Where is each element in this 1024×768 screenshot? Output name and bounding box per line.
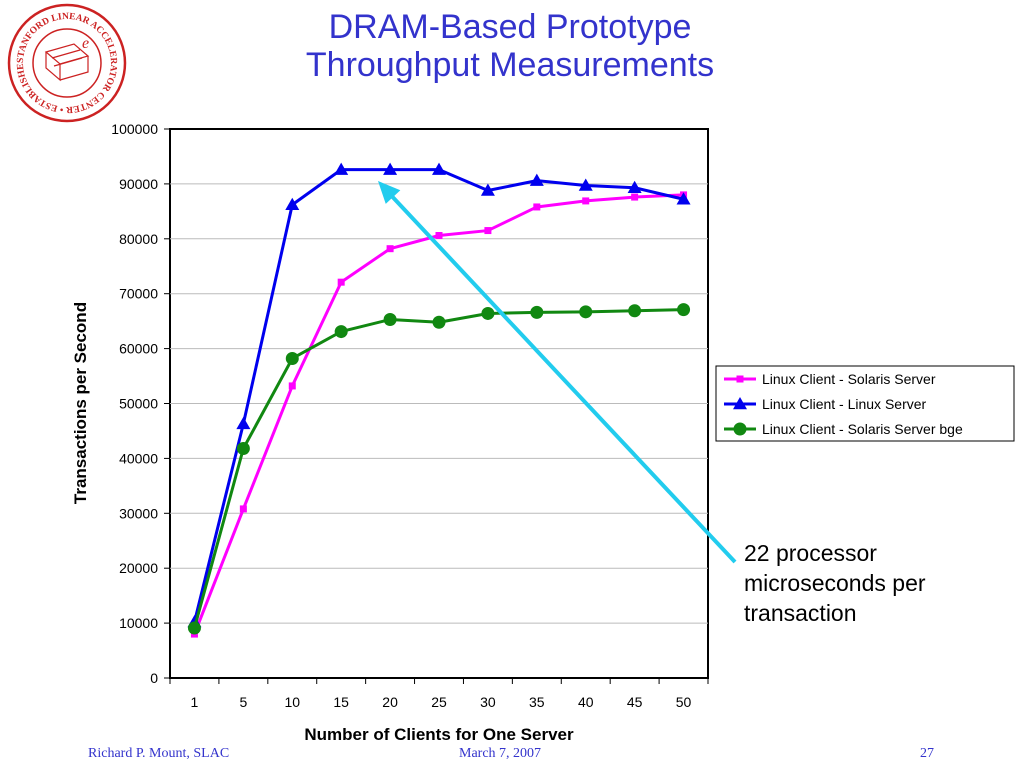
y-tick-label: 20000 [119, 560, 158, 576]
y-tick-label: 50000 [119, 396, 158, 412]
footer-page-number: 27 [920, 746, 934, 761]
x-tick-label: 1 [191, 694, 199, 710]
data-point-circle [579, 305, 593, 319]
data-point-circle [432, 315, 446, 329]
x-tick-label: 5 [239, 694, 247, 710]
x-tick-label: 45 [627, 694, 643, 710]
x-tick-label: 40 [578, 694, 594, 710]
x-tick-label: 15 [333, 694, 349, 710]
data-point-square [337, 278, 345, 286]
data-point-triangle [334, 162, 349, 175]
series-lines [187, 162, 691, 638]
data-point-circle [285, 351, 299, 365]
data-point-square [533, 203, 541, 211]
legend-item: Linux Client - Linux Server [724, 396, 927, 412]
x-tick-label: 10 [284, 694, 300, 710]
footer-date: March 7, 2007 [459, 746, 542, 761]
y-axis-ticks: 0 10000 20000 30000 40000 50000 60000 70000 8000… [111, 121, 170, 686]
legend-marker [733, 422, 747, 436]
footer-author: Richard P. Mount, SLAC [88, 746, 230, 761]
data-point-triangle [383, 162, 398, 175]
y-tick-label: 0 [150, 670, 158, 686]
y-tick-label: 10000 [119, 615, 158, 631]
data-point-circle [334, 325, 348, 339]
data-point-circle [383, 313, 397, 327]
data-point-circle [530, 305, 544, 319]
x-tick-label: 25 [431, 694, 447, 710]
legend-marker [736, 375, 744, 383]
svg-text:e: e [82, 35, 89, 52]
slide-title: DRAM-Based Prototype Throughput Measurem… [200, 8, 820, 84]
data-point-triangle [529, 173, 544, 186]
legend-item: Linux Client - Solaris Server [724, 371, 936, 387]
data-point-triangle [480, 183, 495, 196]
x-tick-label: 20 [382, 694, 398, 710]
x-tick-label: 35 [529, 694, 545, 710]
data-point-circle [236, 442, 250, 456]
x-axis-label: Number of Clients for One Server [304, 725, 574, 744]
data-point-square [631, 193, 639, 201]
data-point-circle [628, 304, 642, 318]
y-tick-label: 80000 [119, 231, 158, 247]
y-tick-label: 100000 [111, 121, 158, 137]
y-tick-label: 40000 [119, 450, 158, 466]
data-point-square [288, 382, 296, 390]
data-point-triangle [285, 197, 300, 211]
data-point-triangle [432, 162, 446, 175]
data-point-circle [187, 621, 201, 635]
y-tick-label: 70000 [119, 286, 158, 302]
data-point-square [484, 227, 492, 235]
data-point-triangle [236, 416, 251, 430]
annotation-text: 22 processor microseconds per transactio… [744, 540, 926, 626]
title-line-1: DRAM-Based Prototype [328, 8, 692, 46]
data-point-circle [481, 306, 495, 320]
series-2 [187, 162, 691, 628]
annotation-arrow [378, 181, 737, 564]
data-point-circle [677, 303, 691, 317]
data-point-triangle [676, 192, 691, 205]
y-tick-label: 90000 [119, 176, 158, 192]
series-3 [187, 303, 691, 635]
slac-logo: STANFORD LINEAR ACCELERATOR CENTER • EST… [2, 2, 127, 123]
data-point-square [582, 197, 590, 205]
y-tick-label: 30000 [119, 505, 158, 521]
data-point-triangle [627, 180, 642, 193]
legend-item: Linux Client - Solaris Server bge [724, 421, 963, 437]
legend-label: Linux Client - Solaris Server bge [762, 421, 963, 437]
y-tick-label: 60000 [119, 341, 158, 357]
legend-box [715, 365, 1015, 442]
legend-marker [733, 397, 747, 410]
data-point-square [239, 505, 247, 513]
legend: Linux Client - Solaris Server Linux Clien… [715, 365, 1015, 442]
arrow-head [378, 181, 401, 204]
legend-label: Linux Client - Linux Server [762, 396, 927, 412]
data-point-square [386, 245, 394, 253]
arrow-shaft [385, 189, 737, 564]
x-tick-label: 50 [676, 694, 692, 710]
y-axis-label: Transactions per Second [71, 302, 90, 504]
data-point-square [435, 232, 443, 240]
x-axis-ticks: 1 5 10 15 20 25 30 35 40 45 50 [169, 678, 709, 710]
x-tick-label: 30 [480, 694, 496, 710]
title-line-2: Throughput Measurements [305, 46, 715, 84]
data-point-triangle [578, 178, 593, 191]
legend-label: Linux Client - Solaris Server [762, 371, 936, 387]
